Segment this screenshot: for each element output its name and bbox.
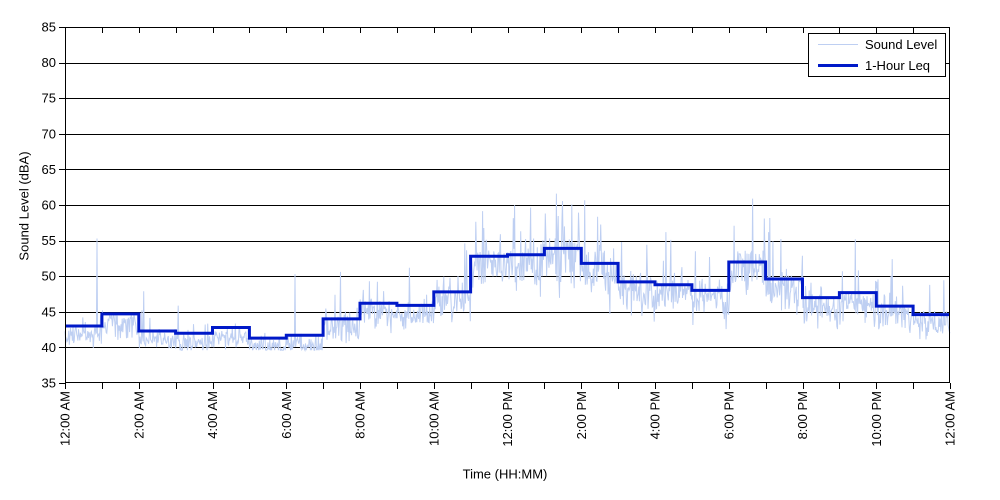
y-tick-label: 75 bbox=[42, 91, 56, 106]
y-tick-label: 80 bbox=[42, 55, 56, 70]
x-tick-label: 10:00 PM bbox=[869, 391, 884, 447]
x-tick-label: 4:00 PM bbox=[648, 391, 663, 439]
y-tick-label: 45 bbox=[42, 304, 56, 319]
y-axis-title: Sound Level (dBA) bbox=[16, 151, 32, 261]
legend-label-sound-level: Sound Level bbox=[865, 37, 938, 52]
leq-step-line bbox=[65, 246, 950, 340]
x-tick-label: 8:00 PM bbox=[795, 391, 810, 439]
legend-entry-sound-level: Sound Level bbox=[809, 34, 945, 55]
plot-border bbox=[65, 27, 950, 383]
x-tick-label: 6:00 AM bbox=[279, 391, 294, 439]
x-tick-label: 4:00 AM bbox=[205, 391, 220, 439]
x-tick-label: 12:00 AM bbox=[58, 391, 73, 446]
x-tick-label: 2:00 PM bbox=[574, 391, 589, 439]
legend-entry-leq: 1-Hour Leq bbox=[809, 55, 945, 76]
x-tick-label: 2:00 AM bbox=[131, 391, 146, 439]
x-axis-title: Time (HH:MM) bbox=[462, 466, 548, 482]
y-tick-label: 70 bbox=[42, 126, 56, 141]
x-tick-label: 12:00 PM bbox=[500, 391, 515, 447]
leq-line-swatch bbox=[818, 64, 858, 67]
legend-label-leq: 1-Hour Leq bbox=[865, 58, 931, 73]
x-tick-label: 6:00 PM bbox=[721, 391, 736, 439]
sound-level-raw-line bbox=[64, 193, 951, 353]
y-tick-label: 50 bbox=[42, 269, 56, 284]
y-tick-label: 60 bbox=[42, 198, 56, 213]
y-tick-label: 65 bbox=[42, 162, 56, 177]
y-tick-label: 55 bbox=[42, 233, 56, 248]
y-tick-label: 40 bbox=[42, 340, 56, 355]
y-tick-label: 35 bbox=[42, 376, 56, 391]
y-tick-label: 85 bbox=[42, 20, 56, 35]
legend: Sound Level 1-Hour Leq bbox=[808, 33, 946, 77]
x-tick-label: 8:00 AM bbox=[353, 391, 368, 439]
sound-level-line-swatch bbox=[818, 44, 858, 45]
x-tick-label: 12:00 AM bbox=[943, 391, 958, 446]
x-tick-label: 10:00 AM bbox=[426, 391, 441, 446]
